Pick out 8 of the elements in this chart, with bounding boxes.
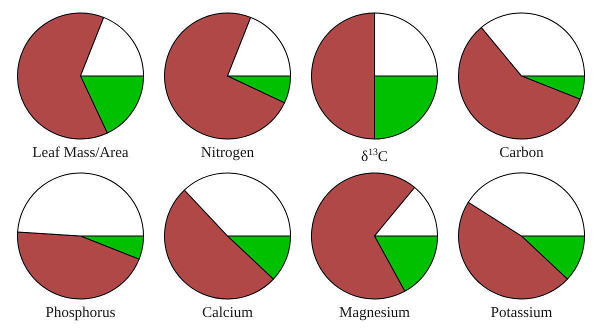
text: Nitrogen — [200, 144, 256, 162]
text: Magnesium — [338, 304, 411, 322]
text: Leaf Mass/Area — [31, 144, 130, 162]
text: Potassium — [490, 304, 554, 322]
text: Carbon — [498, 144, 545, 162]
text: Calcium — [201, 304, 254, 322]
text: δ$^{13}$C — [360, 146, 389, 166]
text: Phosphorus — [44, 304, 116, 322]
